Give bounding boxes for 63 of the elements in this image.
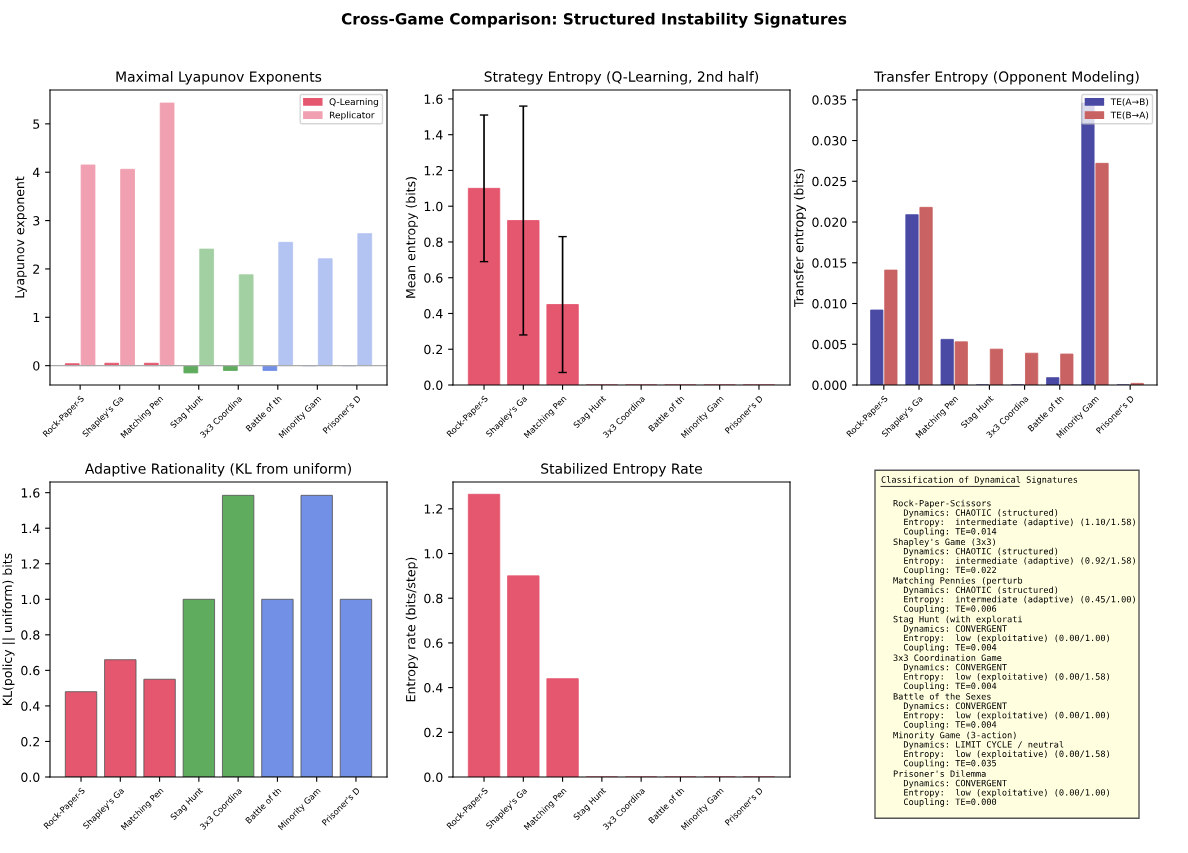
y-tick-label: 0.6	[424, 638, 443, 648]
y-tick-label: 0.005	[812, 339, 847, 350]
y-tick-label: 0.8	[21, 630, 40, 640]
y-tick-label: 0.020	[812, 217, 847, 227]
y-tick-label: 0.4	[21, 701, 40, 711]
y-tick-label: 3	[33, 216, 40, 226]
y-tick-label: 1	[33, 312, 40, 323]
y-tick-label: 1.0	[424, 548, 443, 559]
legend-label: TE(B→A)	[1110, 111, 1149, 120]
y-tick-label: 1.2	[424, 504, 443, 514]
chart-title: Transfer Entropy (Opponent Modeling)	[874, 71, 1139, 85]
y-tick-label: 1.4	[21, 523, 40, 533]
text: Classification of Dynamical Signatures	[881, 476, 1078, 485]
chart-title: Adaptive Rationality (KL from uniform)	[84, 463, 351, 477]
chart-title: Stabilized Entropy Rate	[541, 463, 702, 477]
text: Stag Hunt (with explorati Dynamics: CONVERGENT Entropy: low (exploitative) (0.00/1.00) Coupling: TE=0.004	[893, 615, 1109, 653]
legend-label: Replicator	[329, 111, 375, 121]
y-tick-label: 0.4	[424, 308, 443, 319]
y-tick-label: 0.2	[424, 727, 443, 738]
y-tick-label: 0.4	[424, 683, 443, 693]
y-axis-title: Lyapunov exponent	[15, 176, 27, 298]
y-tick-label: 0.8	[424, 593, 443, 604]
y-tick-label: 1.6	[21, 488, 40, 498]
y-axis-title: Mean entropy (bits)	[405, 177, 418, 298]
y-tick-label: 0.6	[424, 273, 443, 283]
text: Cross-Game Comparison: Structured Instability Signatures	[341, 12, 847, 28]
y-axis-title: Entropy rate (bits/step)	[405, 557, 418, 702]
y-tick-label: 0.2	[424, 344, 443, 355]
y-tick-label: 2	[33, 264, 40, 274]
y-tick-label: 0.0	[424, 380, 443, 390]
y-tick-label: 0.6	[21, 665, 40, 676]
text: 3x3 Coordination Game Dynamics: CONVERGENT Entropy: low (exploitative) (0.00/1.58) Coupling: TE=0.004	[893, 654, 1109, 691]
y-axis-title: Transfer entropy (bits)	[793, 169, 806, 308]
y-tick-label: 1.0	[424, 201, 443, 212]
y-tick-label: 0.035	[812, 95, 847, 105]
text: Minority Game (3-action) Dynamics: LIMIT CYCLE / neutral Entropy: low (exploitative) (0.00/1.58) Coupling: TE=0.035	[893, 731, 1109, 769]
chart-title: Strategy Entropy (Q-Learning, 2nd half)	[484, 71, 759, 85]
y-tick-label: 4	[32, 167, 40, 177]
chart-title: Maximal Lyapunov Exponents	[116, 71, 322, 85]
legend-label: Q-Learning	[329, 98, 379, 107]
y-tick-label: 0.0	[21, 772, 40, 782]
text: Rock-Paper-Scissors Dynamics: CHAOTIC (structured) Entropy: intermediate (adaptive) (1.10/1.58) Coupling: TE=0.014	[893, 499, 1135, 537]
y-tick-label: 1.4	[424, 130, 443, 140]
text: Battle of the Sexes Dynamics: CONVERGENT Entropy: low (exploitative) (0.00/1.00) Coupling: TE=0.004	[893, 692, 1109, 730]
y-tick-label: 1.0	[21, 594, 40, 605]
y-tick-label: 0	[33, 361, 40, 371]
y-axis-title: KL(policy || uniform) bits	[2, 553, 15, 705]
legend-label: TE(A→B)	[1110, 98, 1149, 107]
text: Prisoner's Dilemma Dynamics: CONVERGENT Entropy: low (exploitative) (0.00/1.00) Coupling: TE=0.000	[893, 770, 1109, 807]
y-tick-label: 0.8	[424, 237, 443, 247]
y-tick-label: 0.025	[812, 176, 847, 187]
text: Shapley's Game (3x3) Dynamics: CHAOTIC (structured) Entropy: intermediate (adaptive) (0.92/1.58) Coupling: TE=0.022	[893, 538, 1135, 575]
y-tick-label: 0.015	[812, 258, 847, 268]
y-tick-label: 1.2	[424, 165, 443, 176]
y-tick-label: 0.2	[21, 736, 40, 747]
y-tick-label: 0.010	[812, 298, 847, 309]
y-tick-label: 0.0	[424, 772, 443, 782]
y-tick-label: 0.000	[812, 380, 847, 390]
y-tick-label: 5	[33, 119, 40, 129]
y-tick-label: 1.6	[424, 94, 443, 104]
y-tick-label: 0.030	[812, 136, 847, 146]
text: Matching Pennies (perturb Dynamics: CHAOTIC (structured) Entropy: intermediate (adaptive) (0.45/1.00) Coupling: TE=0.006	[893, 576, 1135, 614]
y-tick-label: 1.2	[21, 559, 40, 569]
